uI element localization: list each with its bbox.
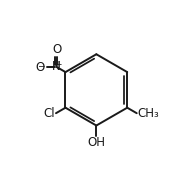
Text: CH₃: CH₃: [137, 107, 159, 120]
Text: Cl: Cl: [44, 107, 55, 120]
Text: +: +: [55, 60, 62, 69]
Text: N: N: [52, 61, 61, 74]
Text: −: −: [37, 62, 45, 71]
Text: OH: OH: [87, 137, 105, 150]
Text: O: O: [35, 61, 45, 74]
Text: O: O: [52, 43, 61, 56]
